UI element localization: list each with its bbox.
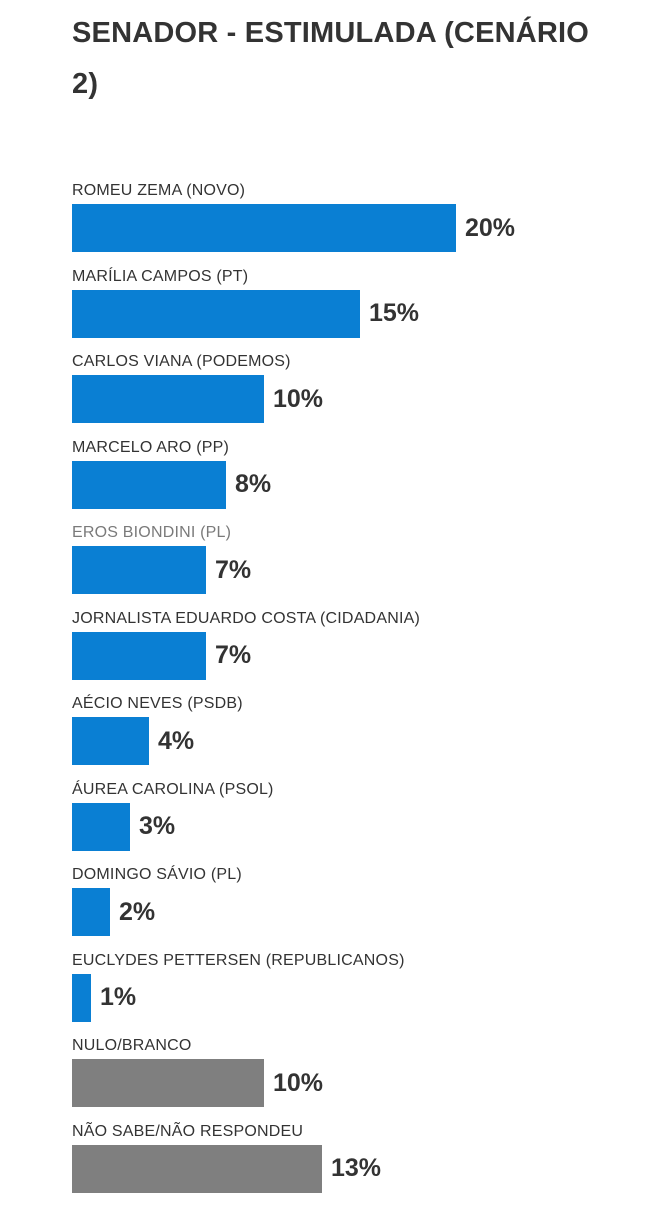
bar-row: DOMINGO SÁVIO (PL) 2% bbox=[72, 864, 632, 950]
bar-track: 1% bbox=[72, 974, 632, 1022]
bar-track: 7% bbox=[72, 632, 632, 680]
bar bbox=[72, 204, 456, 252]
bar-track: 4% bbox=[72, 717, 632, 765]
bar-value-label: 2% bbox=[119, 898, 155, 927]
bar-row: NULO/BRANCO 10% bbox=[72, 1035, 632, 1121]
bar-value-label: 20% bbox=[465, 214, 515, 243]
category-label: EUCLYDES PETTERSEN (REPUBLICANOS) bbox=[72, 950, 405, 972]
bar bbox=[72, 461, 226, 509]
bar bbox=[72, 717, 149, 765]
bar bbox=[72, 974, 91, 1022]
bar-track: 2% bbox=[72, 888, 632, 936]
bar-value-label: 7% bbox=[215, 641, 251, 670]
bar-value-label: 13% bbox=[331, 1154, 381, 1183]
bar-track: 13% bbox=[72, 1145, 632, 1193]
bar-row: EROS BIONDINI (PL) 7% bbox=[72, 522, 632, 608]
bar-row: EUCLYDES PETTERSEN (REPUBLICANOS) 1% bbox=[72, 950, 632, 1036]
bar-row: ÁUREA CAROLINA (PSOL) 3% bbox=[72, 779, 632, 865]
bar-row: JORNALISTA EDUARDO COSTA (CIDADANIA) 7% bbox=[72, 608, 632, 694]
bar-row: MARÍLIA CAMPOS (PT) 15% bbox=[72, 266, 632, 352]
category-label: EROS BIONDINI (PL) bbox=[72, 522, 231, 544]
bar bbox=[72, 1059, 264, 1107]
category-label: ROMEU ZEMA (NOVO) bbox=[72, 180, 245, 202]
bar bbox=[72, 375, 264, 423]
bar-value-label: 10% bbox=[273, 1069, 323, 1098]
category-label: NULO/BRANCO bbox=[72, 1035, 192, 1057]
bar bbox=[72, 888, 110, 936]
bar bbox=[72, 632, 206, 680]
bar-value-label: 4% bbox=[158, 727, 194, 756]
bar-track: 10% bbox=[72, 1059, 632, 1107]
bar-row: AÉCIO NEVES (PSDB) 4% bbox=[72, 693, 632, 779]
bar-row: ROMEU ZEMA (NOVO) 20% bbox=[72, 180, 632, 266]
bar bbox=[72, 546, 206, 594]
bar-track: 3% bbox=[72, 803, 632, 851]
category-label: DOMINGO SÁVIO (PL) bbox=[72, 864, 242, 886]
bar-value-label: 15% bbox=[369, 299, 419, 328]
bar-value-label: 1% bbox=[100, 983, 136, 1012]
bar bbox=[72, 1145, 322, 1193]
bar-track: 15% bbox=[72, 290, 632, 338]
bar-row: NÃO SABE/NÃO RESPONDEU 13% bbox=[72, 1121, 632, 1206]
bar-value-label: 3% bbox=[139, 812, 175, 841]
bar-value-label: 10% bbox=[273, 385, 323, 414]
bar-track: 20% bbox=[72, 204, 632, 252]
bar-value-label: 7% bbox=[215, 556, 251, 585]
bar-chart: ROMEU ZEMA (NOVO) 20% MARÍLIA CAMPOS (PT) 1… bbox=[72, 180, 632, 1206]
bar-row: CARLOS VIANA (PODEMOS) 10% bbox=[72, 351, 632, 437]
bar-row: MARCELO ARO (PP) 8% bbox=[72, 437, 632, 523]
bar-track: 8% bbox=[72, 461, 632, 509]
category-label: MARÍLIA CAMPOS (PT) bbox=[72, 266, 248, 288]
category-label: NÃO SABE/NÃO RESPONDEU bbox=[72, 1121, 303, 1143]
bar bbox=[72, 290, 360, 338]
category-label: MARCELO ARO (PP) bbox=[72, 437, 229, 459]
category-label: ÁUREA CAROLINA (PSOL) bbox=[72, 779, 274, 801]
bar-track: 7% bbox=[72, 546, 632, 594]
category-label: AÉCIO NEVES (PSDB) bbox=[72, 693, 243, 715]
bar bbox=[72, 803, 130, 851]
category-label: JORNALISTA EDUARDO COSTA (CIDADANIA) bbox=[72, 608, 420, 630]
chart-title: SENADOR - ESTIMULADA (CENÁRIO 2) bbox=[72, 8, 612, 110]
bar-track: 10% bbox=[72, 375, 632, 423]
category-label: CARLOS VIANA (PODEMOS) bbox=[72, 351, 291, 373]
bar-value-label: 8% bbox=[235, 470, 271, 499]
